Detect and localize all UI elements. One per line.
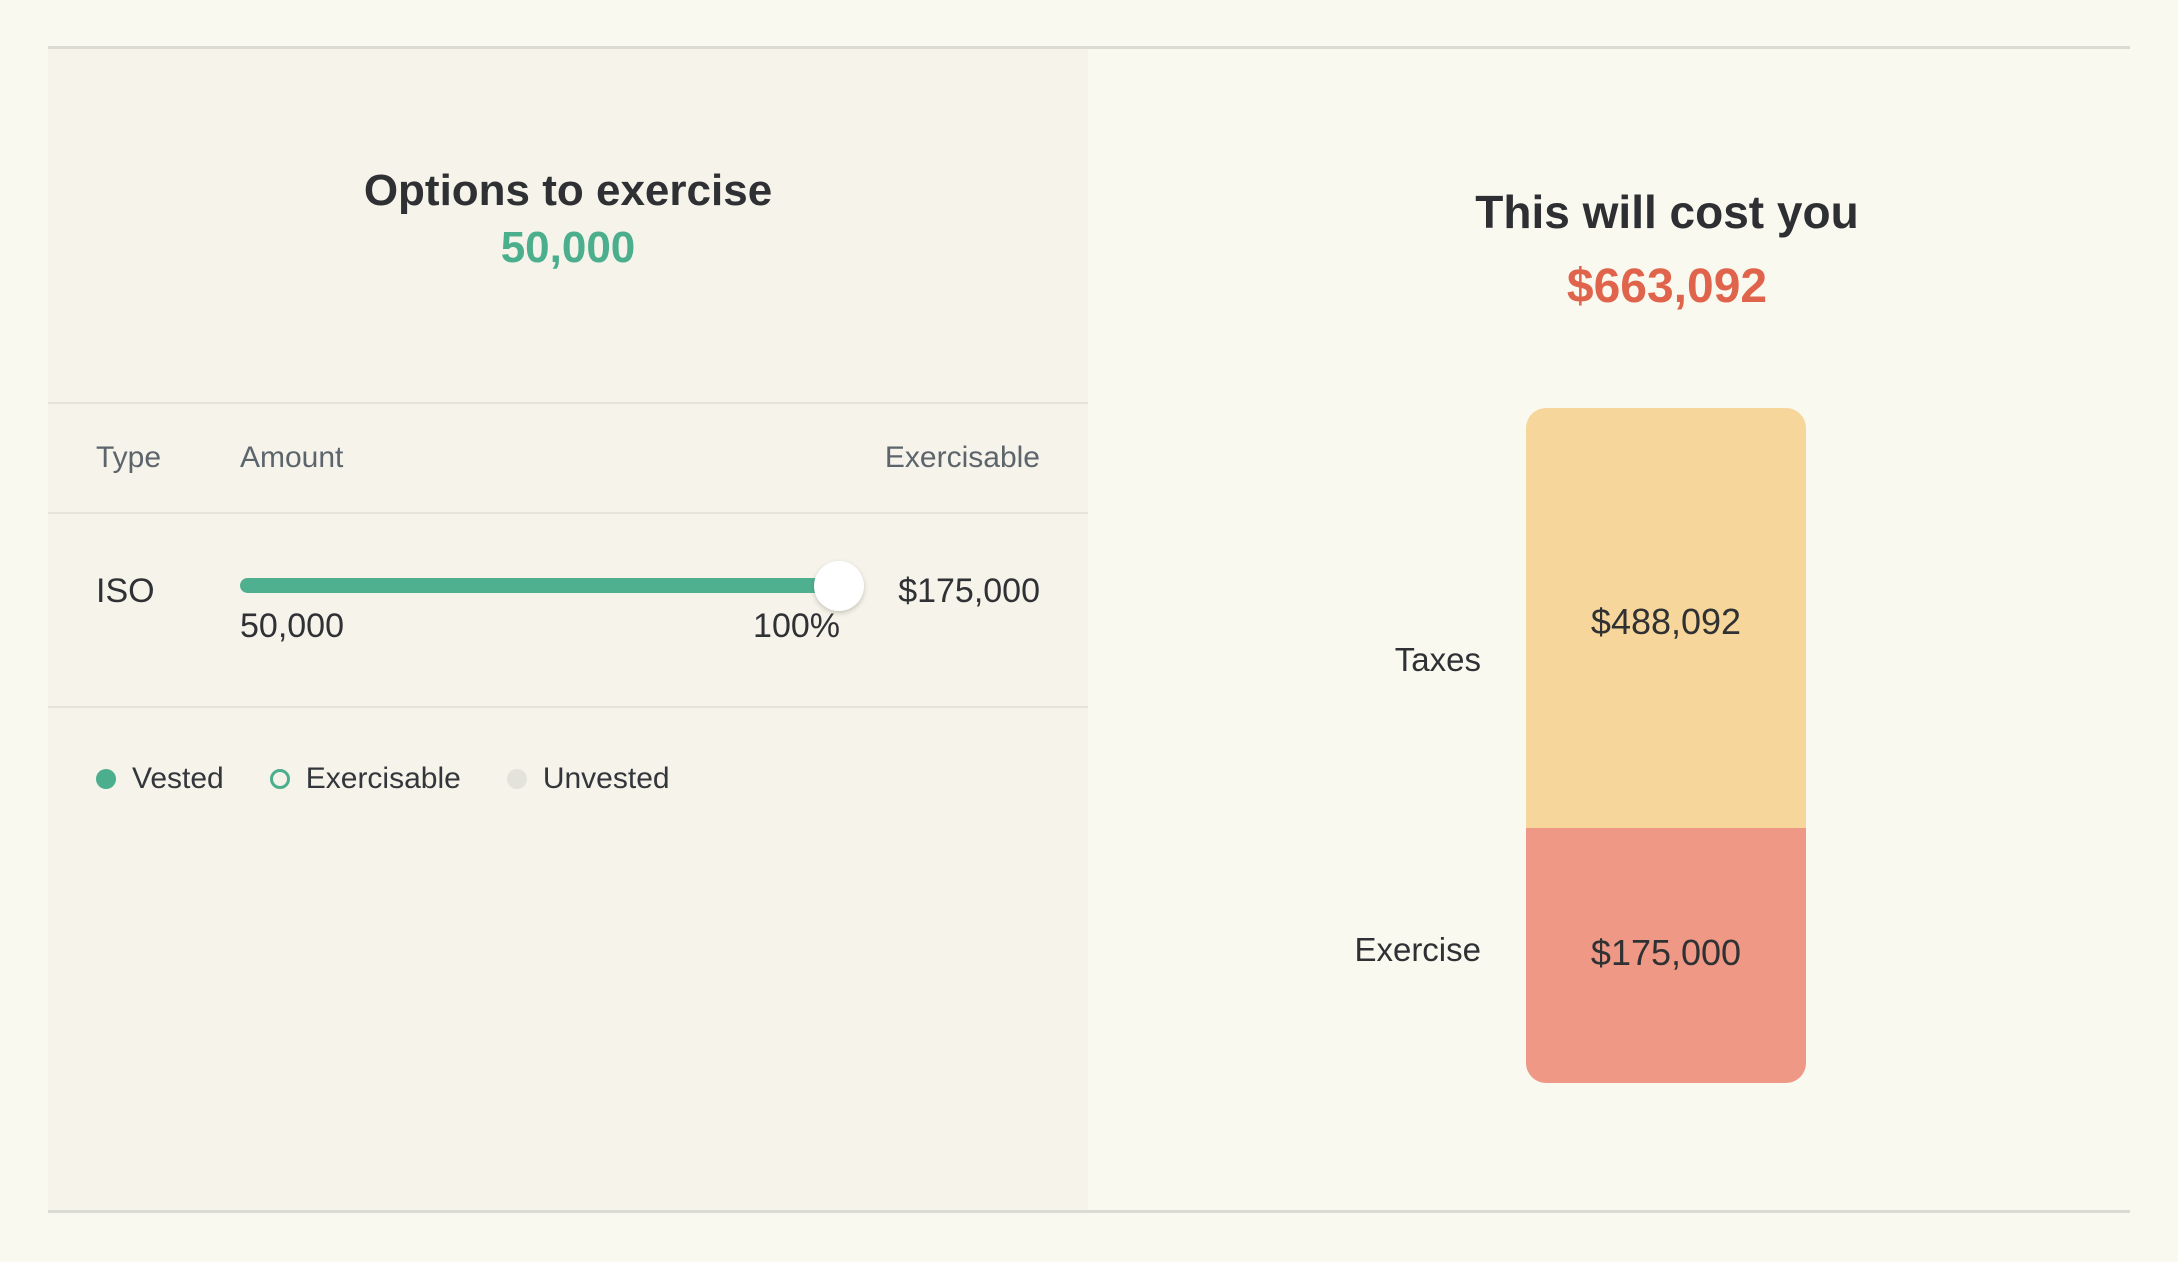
title-separator: [48, 402, 1088, 404]
column-header-type: Type: [96, 441, 162, 474]
taxes-category-label: Taxes: [1394, 641, 1481, 678]
taxes-amount: $488,092: [1590, 601, 1742, 642]
column-header-amount: Amount: [240, 441, 344, 474]
cost-title: This will cost you: [1475, 186, 1859, 238]
cost-panel: This will cost you $663,092 $488,092 $17…: [1088, 49, 2178, 1210]
exercisable-amount: $175,000: [898, 572, 1040, 610]
vested-dot-icon: [96, 769, 116, 789]
option-type-label: ISO: [96, 572, 155, 610]
options-panel: Options to exercise 50,000 Type Amount E…: [48, 49, 1088, 1210]
top-divider: [48, 46, 2130, 49]
cost-stacked-bar: [1526, 408, 1806, 1083]
bar-segment-exercise: [1526, 828, 1806, 1083]
column-header-exercisable: Exercisable: [884, 441, 1040, 474]
options-title: Options to exercise: [363, 166, 773, 215]
vesting-legend: Vested Exercisable Unvested: [96, 762, 670, 796]
legend-label-vested: Vested: [132, 762, 224, 795]
amount-slider-thumb[interactable]: [814, 561, 864, 611]
options-count: 50,000: [500, 223, 636, 272]
legend-item-exercisable: Exercisable: [269, 762, 461, 796]
exercise-amount: $175,000: [1590, 932, 1742, 973]
bottom-divider: [48, 1210, 2130, 1213]
header-separator: [48, 512, 1088, 514]
unvested-dot-icon: [506, 769, 527, 789]
legend-label-exercisable: Exercisable: [305, 762, 461, 795]
cost-total: $663,092: [1566, 260, 1768, 313]
slider-percent-value: 100%: [753, 607, 840, 645]
legend-label-unvested: Unvested: [542, 762, 670, 795]
bar-segment-taxes: [1526, 408, 1806, 828]
row-separator: [48, 706, 1088, 708]
exercise-category-label: Exercise: [1354, 931, 1481, 968]
amount-slider-track[interactable]: [240, 578, 840, 593]
legend-item-unvested: Unvested: [506, 762, 670, 796]
slider-amount-value: 50,000: [240, 607, 344, 645]
options-table-header: Type Amount Exercisable: [96, 439, 1040, 477]
exercisable-ring-icon: [269, 769, 290, 789]
legend-item-vested: Vested: [96, 762, 224, 796]
